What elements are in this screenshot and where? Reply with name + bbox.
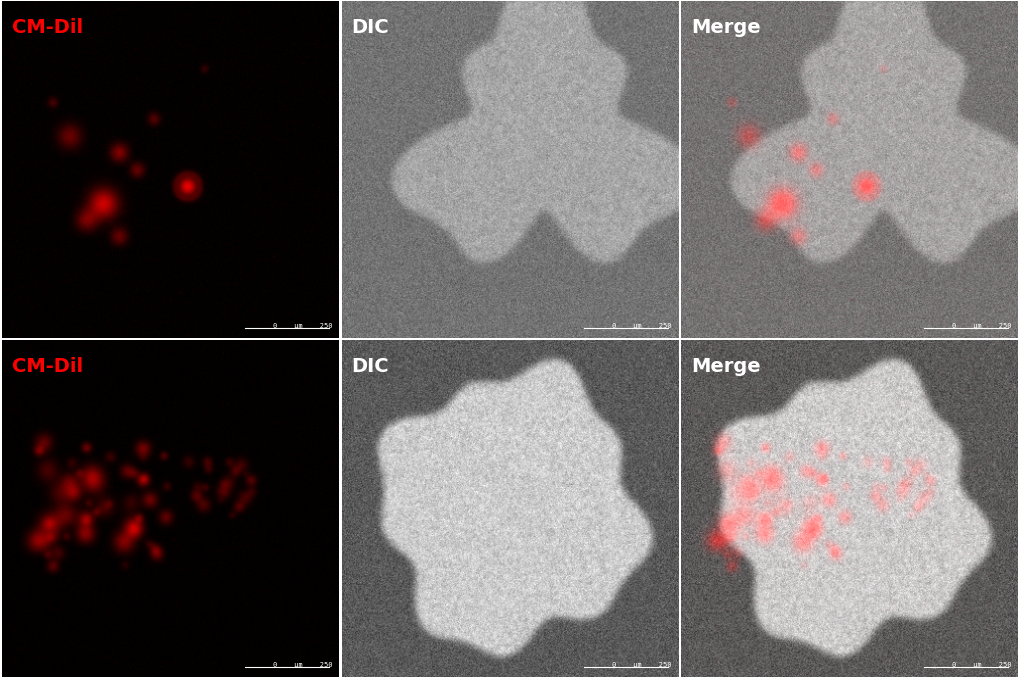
Text: Merge: Merge: [691, 357, 760, 376]
Text: 0    μm    250: 0 μm 250: [951, 662, 1010, 669]
Text: CM-Dil: CM-Dil: [12, 357, 84, 376]
Text: 0    μm    250: 0 μm 250: [272, 662, 332, 669]
Text: DIC: DIC: [352, 357, 389, 376]
Text: Merge: Merge: [691, 18, 760, 37]
Text: 0    μm    250: 0 μm 250: [272, 323, 332, 330]
Text: CM-Dil: CM-Dil: [12, 18, 84, 37]
Text: 0    μm    250: 0 μm 250: [611, 662, 672, 669]
Text: 0    μm    250: 0 μm 250: [951, 323, 1010, 330]
Text: DIC: DIC: [352, 18, 389, 37]
Text: 0    μm    250: 0 μm 250: [611, 323, 672, 330]
